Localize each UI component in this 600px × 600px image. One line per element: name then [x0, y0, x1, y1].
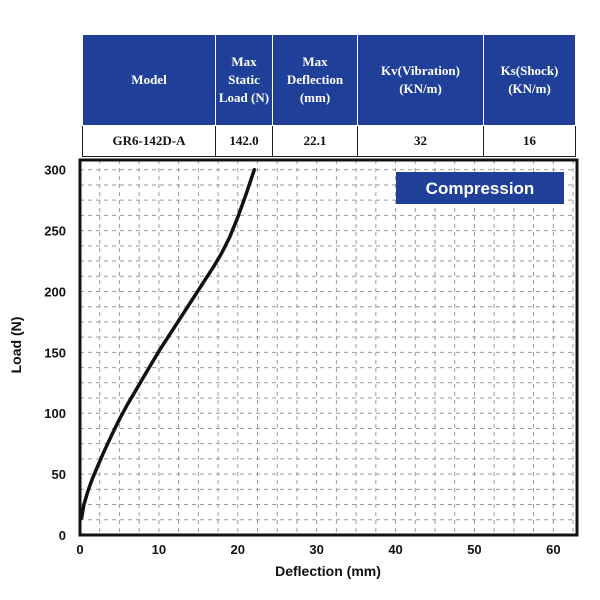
- spec-header-row: Model Max Static Load (N) Max Deflection…: [82, 34, 576, 126]
- spec-table: Model Max Static Load (N) Max Deflection…: [82, 34, 576, 157]
- y-tick-label: 250: [44, 224, 66, 239]
- cell-ks: 16: [483, 125, 576, 157]
- x-tick-label: 50: [467, 542, 481, 557]
- cell-kv: 32: [357, 125, 484, 157]
- badge-text: Compression: [426, 179, 535, 198]
- x-tick-label: 20: [231, 542, 245, 557]
- load-deflection-curve: [79, 167, 257, 520]
- y-tick-label: 50: [52, 467, 66, 482]
- header-model: Model: [82, 34, 216, 126]
- cell-max-static-load: 142.0: [215, 125, 273, 157]
- grid: [80, 160, 577, 535]
- y-tick-label: 300: [44, 163, 66, 178]
- legend-badge: Compression: [396, 172, 564, 204]
- x-tick-label: 30: [309, 542, 323, 557]
- y-tick-label: 150: [44, 345, 66, 360]
- badge-box: [396, 172, 564, 204]
- y-tick-label: 0: [59, 528, 66, 543]
- series-layer: [79, 167, 257, 520]
- cell-max-deflection: 22.1: [272, 125, 358, 157]
- y-tick-label: 200: [44, 284, 66, 299]
- x-tick-label: 60: [546, 542, 560, 557]
- plot-frame: [78, 158, 579, 537]
- header-ks-shock: Ks(Shock) (KN/m): [483, 34, 576, 126]
- cell-model: GR6-142D-A: [82, 125, 216, 157]
- header-max-static-load: Max Static Load (N): [215, 34, 273, 126]
- spec-data-row: GR6-142D-A 142.0 22.1 32 16: [82, 125, 576, 157]
- header-max-deflection: Max Deflection (mm): [272, 34, 358, 126]
- y-tick-label: 100: [44, 406, 66, 421]
- x-tick-label: 0: [76, 542, 83, 557]
- x-axis-label: Deflection (mm): [275, 563, 381, 579]
- x-tick-label: 40: [388, 542, 402, 557]
- tick-labels: 0 10 20 30 40 50 60 0 50 100 150 200 250 300: [44, 163, 560, 557]
- header-kv-vibration: Kv(Vibration) (KN/m): [357, 34, 484, 126]
- x-tick-label: 10: [152, 542, 166, 557]
- y-axis-label: Load (N): [8, 317, 24, 374]
